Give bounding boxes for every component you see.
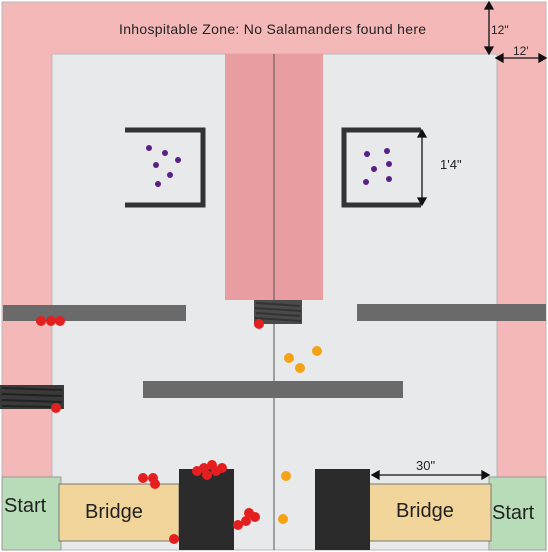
salamander-red — [202, 470, 212, 480]
ramp-left — [179, 469, 234, 550]
salamander-red — [169, 534, 179, 544]
salamander-purple — [153, 162, 159, 168]
salamander-orange — [281, 471, 291, 481]
salamander-red — [211, 466, 221, 476]
start-zone-right — [488, 476, 547, 551]
bridge-label-right: Bridge — [396, 500, 454, 522]
salamander-orange — [278, 514, 288, 524]
dimension-markers — [370, 0, 548, 481]
salamander-purple — [364, 151, 370, 157]
salamander-orange — [312, 346, 322, 356]
zone-label: Inhospitable Zone: No Salamanders found … — [119, 21, 427, 37]
salamander-purple — [167, 172, 173, 178]
salamander-red — [254, 319, 264, 329]
salamander-purple — [363, 179, 369, 185]
salamander-purple — [162, 150, 168, 156]
salamander-purple — [371, 166, 377, 172]
red-salamanders — [36, 316, 264, 544]
barrier-left — [3, 305, 186, 321]
salamander-orange — [284, 353, 294, 363]
salamander-purple — [155, 181, 161, 187]
salamander-purple — [146, 145, 152, 151]
bridge-label-left: Bridge — [85, 501, 143, 523]
bridge-left — [58, 483, 180, 542]
salamander-red — [46, 316, 56, 326]
salamander-red — [138, 473, 148, 483]
salamander-red — [51, 403, 61, 413]
ramp-right — [315, 469, 370, 550]
salamander-purple — [384, 148, 390, 154]
salamander-red — [233, 520, 243, 530]
orange-salamanders — [278, 346, 322, 524]
border-width-label: 12' — [513, 44, 529, 58]
salamander-red — [36, 316, 46, 326]
box-left — [125, 127, 206, 208]
salamander-red — [150, 479, 160, 489]
box-right — [341, 127, 421, 208]
border-height-label: 12" — [491, 23, 509, 37]
start-label-right: Start — [492, 502, 535, 524]
salamander-red — [241, 516, 251, 526]
start-label-left: Start — [4, 495, 47, 517]
box-height-label: 1'4" — [440, 157, 462, 172]
ramp-width-label: 30" — [416, 458, 436, 473]
bridge-right — [368, 483, 492, 542]
barrier-middle — [143, 381, 403, 398]
salamander-purple — [386, 176, 392, 182]
salamander-purple — [386, 161, 392, 167]
salamander-red — [250, 512, 260, 522]
salamander-orange — [295, 363, 305, 373]
purple-salamanders — [146, 145, 392, 187]
salamander-red — [55, 316, 65, 326]
salamander-purple — [175, 157, 181, 163]
barrier-right — [357, 304, 546, 321]
